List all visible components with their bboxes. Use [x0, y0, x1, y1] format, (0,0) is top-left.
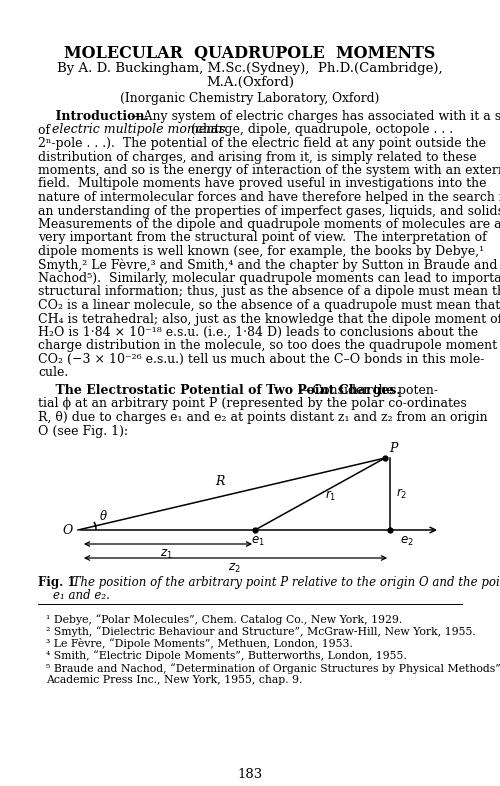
Text: By A. D. Buckingham, M.Sc.(Sydney),  Ph.D.(Cambridge),: By A. D. Buckingham, M.Sc.(Sydney), Ph.D…	[57, 62, 443, 75]
Text: θ: θ	[100, 510, 107, 523]
Text: ¹ Debye, “Polar Molecules”, Chem. Catalog Co., New York, 1929.: ¹ Debye, “Polar Molecules”, Chem. Catalo…	[46, 614, 402, 625]
Text: (charge, dipole, quadrupole, octopole . . .: (charge, dipole, quadrupole, octopole . …	[187, 123, 453, 137]
Text: nature of intermolecular forces and have therefore helped in the search for: nature of intermolecular forces and have…	[38, 191, 500, 204]
Text: Smyth,² Le Fèvre,³ and Smith,⁴ and the chapter by Sutton in Braude and: Smyth,² Le Fèvre,³ and Smith,⁴ and the c…	[38, 259, 498, 272]
Text: $z_1$: $z_1$	[160, 548, 173, 561]
Text: —Any system of electric charges has associated with it a set: —Any system of electric charges has asso…	[131, 110, 500, 123]
Text: dipole moments is well known (see, for example, the books by Debye,¹: dipole moments is well known (see, for e…	[38, 245, 484, 258]
Text: 183: 183	[238, 768, 262, 781]
Text: e₁ and e₂.: e₁ and e₂.	[38, 589, 110, 602]
Text: ² Smyth, “Dielectric Behaviour and Structure”, McGraw-Hill, New York, 1955.: ² Smyth, “Dielectric Behaviour and Struc…	[46, 626, 476, 637]
Text: $e_1$: $e_1$	[251, 535, 265, 548]
Text: ⁵ Braude and Nachod, “Determination of Organic Structures by Physical Methods”,: ⁵ Braude and Nachod, “Determination of O…	[46, 663, 500, 674]
Text: very important from the structural point of view.  The interpretation of: very important from the structural point…	[38, 232, 487, 244]
Text: O: O	[63, 523, 73, 537]
Text: 2ⁿ-pole . . .).  The potential of the electric field at any point outside the: 2ⁿ-pole . . .). The potential of the ele…	[38, 137, 486, 150]
Text: Academic Press Inc., New York, 1955, chap. 9.: Academic Press Inc., New York, 1955, cha…	[46, 675, 302, 685]
Text: —Consider the poten-: —Consider the poten-	[300, 384, 438, 397]
Text: Introduction.: Introduction.	[38, 110, 149, 123]
Text: R, θ) due to charges e₁ and e₂ at points distant z₁ and z₂ from an origin: R, θ) due to charges e₁ and e₂ at points…	[38, 411, 488, 424]
Text: H₂O is 1·84 × 10⁻¹⁸ e.s.u. (i.e., 1·84 D) leads to conclusions about the: H₂O is 1·84 × 10⁻¹⁸ e.s.u. (i.e., 1·84 D…	[38, 326, 478, 339]
Text: CH₄ is tetrahedral; also, just as the knowledge that the dipole moment of: CH₄ is tetrahedral; also, just as the kn…	[38, 313, 500, 325]
Text: MOLECULAR  QUADRUPOLE  MOMENTS: MOLECULAR QUADRUPOLE MOMENTS	[64, 45, 436, 62]
Text: O (see Fig. 1):: O (see Fig. 1):	[38, 424, 128, 438]
Text: CO₂ (−3 × 10⁻²⁶ e.s.u.) tell us much about the C–O bonds in this mole-: CO₂ (−3 × 10⁻²⁶ e.s.u.) tell us much abo…	[38, 353, 484, 366]
Text: ⁴ Smith, “Electric Dipole Moments”, Butterworths, London, 1955.: ⁴ Smith, “Electric Dipole Moments”, Butt…	[46, 651, 407, 661]
Text: electric multipole moments: electric multipole moments	[52, 123, 226, 137]
Text: field.  Multipole moments have proved useful in investigations into the: field. Multipole moments have proved use…	[38, 178, 486, 190]
Text: tial ϕ at an arbitrary point P (represented by the polar co-ordinates: tial ϕ at an arbitrary point P (represen…	[38, 398, 467, 410]
Text: The Electrostatic Potential of Two Point Charges.: The Electrostatic Potential of Two Point…	[38, 384, 401, 397]
Text: CO₂ is a linear molecule, so the absence of a quadrupole must mean that: CO₂ is a linear molecule, so the absence…	[38, 299, 500, 312]
Text: structural information; thus, just as the absence of a dipole must mean that: structural information; thus, just as th…	[38, 285, 500, 299]
Text: ³ Le Fèvre, “Dipole Moments”, Methuen, London, 1953.: ³ Le Fèvre, “Dipole Moments”, Methuen, L…	[46, 638, 353, 649]
Text: M.A.(Oxford): M.A.(Oxford)	[206, 76, 294, 89]
Text: Fig. 1: Fig. 1	[38, 576, 76, 589]
Text: R: R	[215, 475, 224, 488]
Text: (Inorganic Chemistry Laboratory, Oxford): (Inorganic Chemistry Laboratory, Oxford)	[120, 92, 380, 105]
Text: cule.: cule.	[38, 366, 68, 380]
Text: $e_2$: $e_2$	[400, 535, 413, 548]
Text: charge distribution in the molecule, so too does the quadrupole moment of: charge distribution in the molecule, so …	[38, 340, 500, 352]
Text: $r_1$: $r_1$	[325, 489, 336, 503]
Text: of: of	[38, 123, 54, 137]
Text: an understanding of the properties of imperfect gases, liquids, and solids.: an understanding of the properties of im…	[38, 204, 500, 218]
Text: Measurements of the dipole and quadrupole moments of molecules are also: Measurements of the dipole and quadrupol…	[38, 218, 500, 231]
Text: distribution of charges, and arising from it, is simply related to these: distribution of charges, and arising fro…	[38, 150, 476, 163]
Text: Nachod⁵).  Similarly, molecular quadrupole moments can lead to important: Nachod⁵). Similarly, molecular quadrupol…	[38, 272, 500, 285]
Text: moments, and so is the energy of interaction of the system with an external: moments, and so is the energy of interac…	[38, 164, 500, 177]
Text: P: P	[389, 442, 398, 455]
Text: The position of the arbitrary point P relative to the origin O and the point cha: The position of the arbitrary point P re…	[65, 576, 500, 589]
Text: $r_2$: $r_2$	[396, 487, 407, 501]
Text: $z_2$: $z_2$	[228, 562, 240, 575]
